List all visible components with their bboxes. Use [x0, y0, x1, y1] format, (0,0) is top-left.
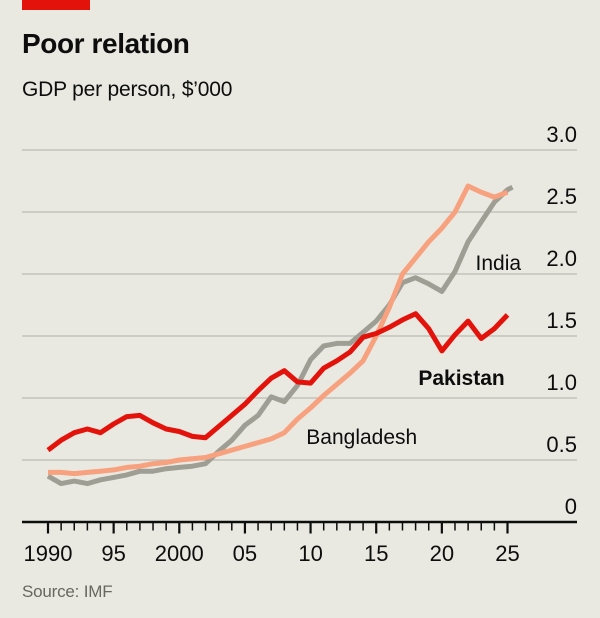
x-axis-tick-label: 95 [101, 541, 125, 566]
y-axis-tick-label: 0 [565, 494, 577, 519]
source-note: Source: IMF [22, 582, 113, 601]
x-axis-tick-label: 15 [364, 541, 388, 566]
x-axis-tick-label: 20 [430, 541, 454, 566]
x-axis-tick-label: 2000 [155, 541, 204, 566]
x-axis-tick-label: 1990 [24, 541, 73, 566]
series-label-bangladesh: Bangladesh [306, 426, 417, 449]
x-axis-tick-label: 10 [298, 541, 322, 566]
y-axis-tick-label: 3.0 [546, 122, 577, 147]
series-label-india: India [476, 252, 522, 275]
y-axis-tick-label: 0.5 [546, 432, 577, 457]
chart-subtitle: GDP per person, $’000 [22, 78, 233, 101]
y-axis-tick-label: 1.5 [546, 308, 577, 333]
chart-title: Poor relation [22, 28, 190, 59]
series-line-bangladesh [48, 183, 509, 477]
series-line-india [46, 184, 514, 487]
brand-tag [22, 0, 90, 10]
y-axis-tick-label: 2.5 [546, 184, 577, 209]
x-axis-tick-label: 05 [233, 541, 257, 566]
y-axis-tick-label: 1.0 [546, 370, 577, 395]
y-axis-tick-label: 2.0 [546, 246, 577, 271]
series-line-pakistan [46, 311, 510, 453]
series-label-pakistan: Pakistan [418, 367, 504, 390]
x-axis-tick-label: 25 [495, 541, 519, 566]
